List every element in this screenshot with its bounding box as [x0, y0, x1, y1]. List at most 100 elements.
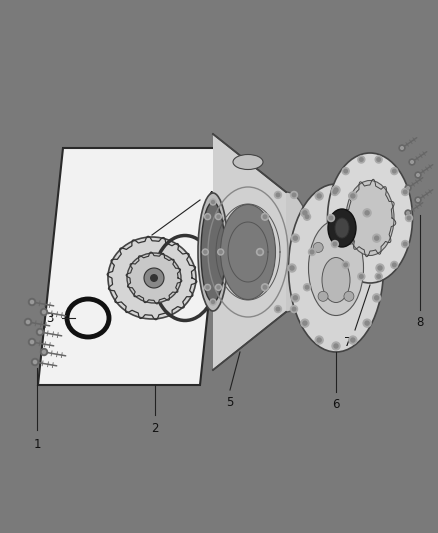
- Circle shape: [365, 321, 369, 325]
- Ellipse shape: [127, 253, 181, 303]
- Polygon shape: [213, 134, 286, 370]
- Circle shape: [275, 305, 282, 312]
- Circle shape: [301, 319, 309, 327]
- Circle shape: [292, 193, 296, 197]
- Circle shape: [317, 338, 321, 342]
- Circle shape: [333, 190, 337, 193]
- Circle shape: [332, 240, 339, 247]
- Circle shape: [376, 264, 384, 272]
- Circle shape: [290, 191, 297, 198]
- Circle shape: [342, 167, 349, 175]
- Circle shape: [334, 188, 338, 192]
- Circle shape: [39, 330, 42, 334]
- Circle shape: [290, 266, 294, 270]
- Circle shape: [205, 284, 211, 290]
- Circle shape: [212, 301, 215, 303]
- Circle shape: [308, 248, 315, 255]
- Circle shape: [303, 211, 307, 215]
- Circle shape: [290, 305, 297, 312]
- Circle shape: [219, 251, 222, 254]
- Circle shape: [351, 194, 355, 198]
- Circle shape: [36, 328, 43, 335]
- Circle shape: [292, 308, 296, 311]
- Circle shape: [411, 160, 413, 163]
- Circle shape: [315, 336, 323, 344]
- Text: 3: 3: [46, 311, 54, 325]
- Circle shape: [391, 167, 398, 175]
- Circle shape: [218, 249, 224, 255]
- Circle shape: [349, 336, 357, 344]
- Ellipse shape: [289, 184, 384, 352]
- Circle shape: [378, 266, 382, 270]
- Text: 8: 8: [416, 316, 424, 328]
- Circle shape: [403, 190, 407, 193]
- Circle shape: [373, 294, 381, 302]
- Text: 2: 2: [151, 422, 159, 434]
- Circle shape: [40, 309, 47, 316]
- Circle shape: [363, 319, 371, 327]
- Circle shape: [30, 341, 34, 344]
- Circle shape: [215, 284, 222, 290]
- Circle shape: [305, 215, 309, 219]
- Circle shape: [276, 193, 280, 197]
- Circle shape: [403, 243, 407, 246]
- Circle shape: [212, 200, 215, 204]
- Circle shape: [333, 243, 337, 246]
- Ellipse shape: [328, 209, 356, 247]
- Circle shape: [305, 286, 309, 289]
- Circle shape: [33, 360, 37, 364]
- Circle shape: [25, 319, 32, 326]
- Circle shape: [399, 145, 405, 151]
- Circle shape: [409, 159, 415, 165]
- Circle shape: [332, 186, 340, 194]
- Circle shape: [360, 274, 363, 278]
- Circle shape: [375, 273, 382, 280]
- Circle shape: [405, 185, 411, 191]
- Circle shape: [342, 261, 349, 269]
- Text: 5: 5: [226, 397, 234, 409]
- Circle shape: [303, 321, 307, 325]
- Circle shape: [42, 350, 46, 353]
- Circle shape: [332, 342, 340, 350]
- Circle shape: [288, 264, 296, 272]
- Circle shape: [363, 209, 371, 217]
- Ellipse shape: [201, 202, 225, 302]
- Circle shape: [301, 209, 309, 217]
- Circle shape: [402, 240, 409, 247]
- Circle shape: [329, 216, 333, 220]
- Circle shape: [205, 214, 211, 220]
- Circle shape: [217, 215, 220, 218]
- Text: 7: 7: [344, 335, 352, 349]
- Circle shape: [417, 174, 419, 176]
- Ellipse shape: [108, 237, 196, 319]
- Circle shape: [257, 248, 264, 255]
- Circle shape: [261, 213, 268, 220]
- Circle shape: [310, 251, 314, 254]
- Polygon shape: [38, 148, 225, 385]
- Circle shape: [417, 199, 419, 201]
- Circle shape: [215, 214, 222, 220]
- Circle shape: [217, 286, 220, 289]
- Circle shape: [392, 263, 396, 266]
- Circle shape: [344, 169, 347, 173]
- Ellipse shape: [335, 218, 349, 238]
- Ellipse shape: [346, 181, 394, 255]
- Circle shape: [28, 338, 35, 345]
- Circle shape: [315, 192, 323, 200]
- Circle shape: [401, 147, 403, 149]
- Circle shape: [276, 308, 280, 311]
- Ellipse shape: [198, 193, 228, 311]
- Circle shape: [344, 235, 354, 245]
- Circle shape: [26, 320, 30, 324]
- Circle shape: [365, 211, 369, 215]
- Ellipse shape: [220, 205, 276, 300]
- Circle shape: [317, 194, 321, 198]
- Circle shape: [415, 172, 421, 178]
- Circle shape: [261, 284, 268, 291]
- Ellipse shape: [260, 192, 312, 312]
- Circle shape: [402, 189, 409, 196]
- Circle shape: [391, 261, 398, 269]
- Circle shape: [406, 214, 413, 222]
- Circle shape: [150, 274, 158, 282]
- Text: 6: 6: [332, 399, 340, 411]
